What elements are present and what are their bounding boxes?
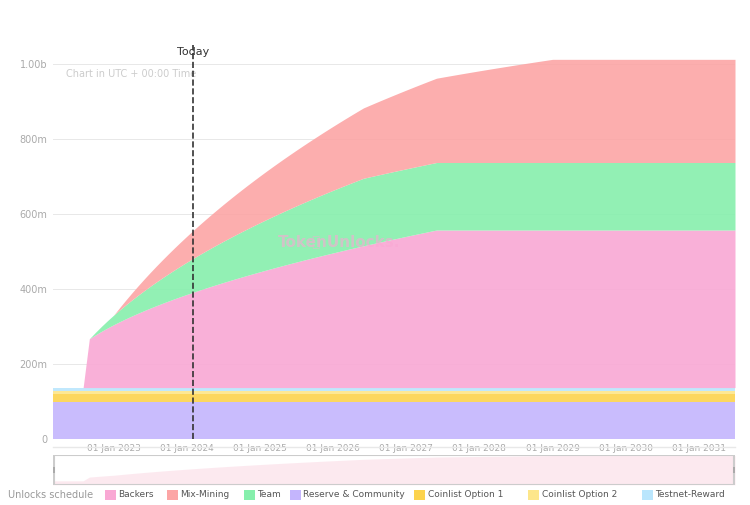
Text: Chart in UTC + 00:00 Time: Chart in UTC + 00:00 Time bbox=[66, 69, 196, 79]
Text: Team: Team bbox=[257, 490, 281, 499]
Text: 🔒: 🔒 bbox=[311, 235, 320, 249]
Text: Unlocks schedule: Unlocks schedule bbox=[8, 490, 93, 500]
Text: Coinlist Option 1: Coinlist Option 1 bbox=[427, 490, 503, 499]
Text: Reserve & Community: Reserve & Community bbox=[303, 490, 405, 499]
Bar bbox=[642, 490, 653, 500]
Text: Testnet-Reward: Testnet-Reward bbox=[656, 490, 725, 499]
Bar bbox=[528, 490, 539, 500]
Bar bbox=[733, 468, 735, 473]
Bar bbox=[244, 490, 255, 500]
Text: Coinlist Option 2: Coinlist Option 2 bbox=[542, 490, 616, 499]
Bar bbox=[414, 490, 425, 500]
Text: Backers: Backers bbox=[118, 490, 154, 499]
Bar bbox=[290, 490, 301, 500]
Bar bbox=[166, 490, 178, 500]
Text: Today: Today bbox=[177, 46, 209, 57]
Text: TokenUnlocks.: TokenUnlocks. bbox=[278, 235, 400, 250]
Bar bbox=[105, 490, 116, 500]
Bar bbox=[53, 468, 55, 473]
Text: Mix-Mining: Mix-Mining bbox=[180, 490, 230, 499]
